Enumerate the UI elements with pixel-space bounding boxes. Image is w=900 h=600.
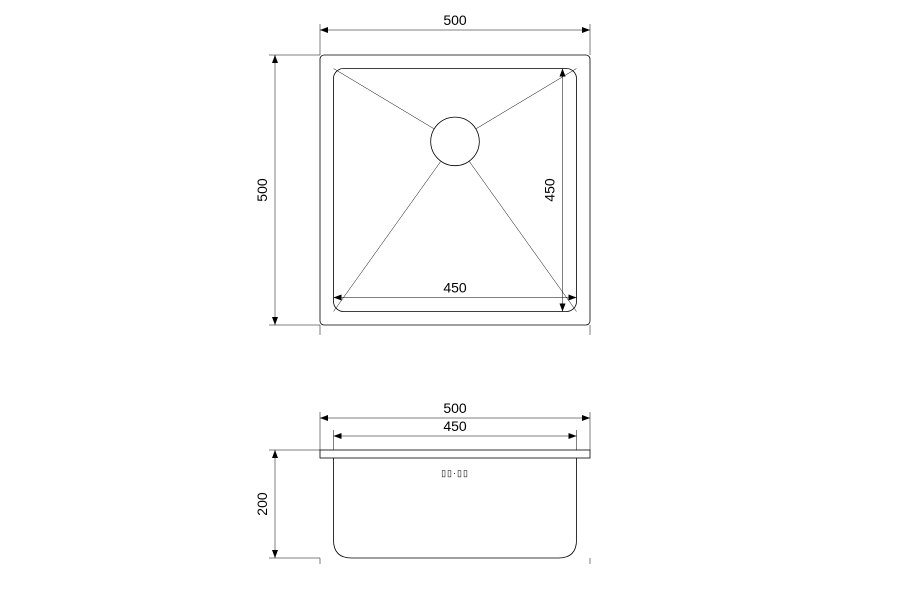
dim-label: 500	[443, 400, 467, 416]
drain-circle	[431, 117, 480, 166]
overflow-icon: ▯▯·▯▯	[441, 468, 469, 478]
dim-label: 500	[443, 12, 467, 28]
dim-label: 450	[443, 280, 467, 296]
dim-label: 450	[443, 418, 467, 434]
dim-label: 450	[542, 178, 558, 202]
dim-label: 500	[254, 178, 270, 202]
dim-label: 200	[254, 492, 270, 516]
